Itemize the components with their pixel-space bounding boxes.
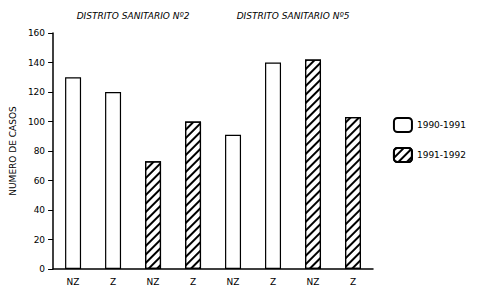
svg-text:20: 20	[34, 235, 46, 245]
svg-text:1991-1992: 1991-1992	[417, 150, 466, 160]
svg-text:1990-1991: 1990-1991	[417, 120, 466, 130]
svg-text:40: 40	[34, 205, 46, 215]
svg-text:DISTRITO SANITARIO Nº2: DISTRITO SANITARIO Nº2	[77, 11, 190, 21]
svg-text:160: 160	[28, 28, 45, 38]
svg-text:NZ: NZ	[227, 277, 240, 287]
svg-text:120: 120	[28, 87, 45, 97]
svg-text:140: 140	[28, 58, 45, 68]
svg-text:Z: Z	[110, 277, 116, 287]
svg-text:NUMERO DE CASOS: NUMERO DE CASOS	[8, 106, 18, 196]
svg-text:Z: Z	[350, 277, 356, 287]
svg-text:DISTRITO SANITARIO Nº5: DISTRITO SANITARIO Nº5	[237, 11, 350, 21]
svg-text:60: 60	[34, 176, 46, 186]
svg-text:100: 100	[28, 117, 45, 127]
svg-text:0: 0	[39, 264, 45, 274]
svg-text:NZ: NZ	[147, 277, 160, 287]
svg-text:NZ: NZ	[307, 277, 320, 287]
svg-text:NZ: NZ	[67, 277, 80, 287]
svg-text:Z: Z	[190, 277, 196, 287]
svg-text:Z: Z	[270, 277, 276, 287]
svg-text:80: 80	[34, 146, 46, 156]
